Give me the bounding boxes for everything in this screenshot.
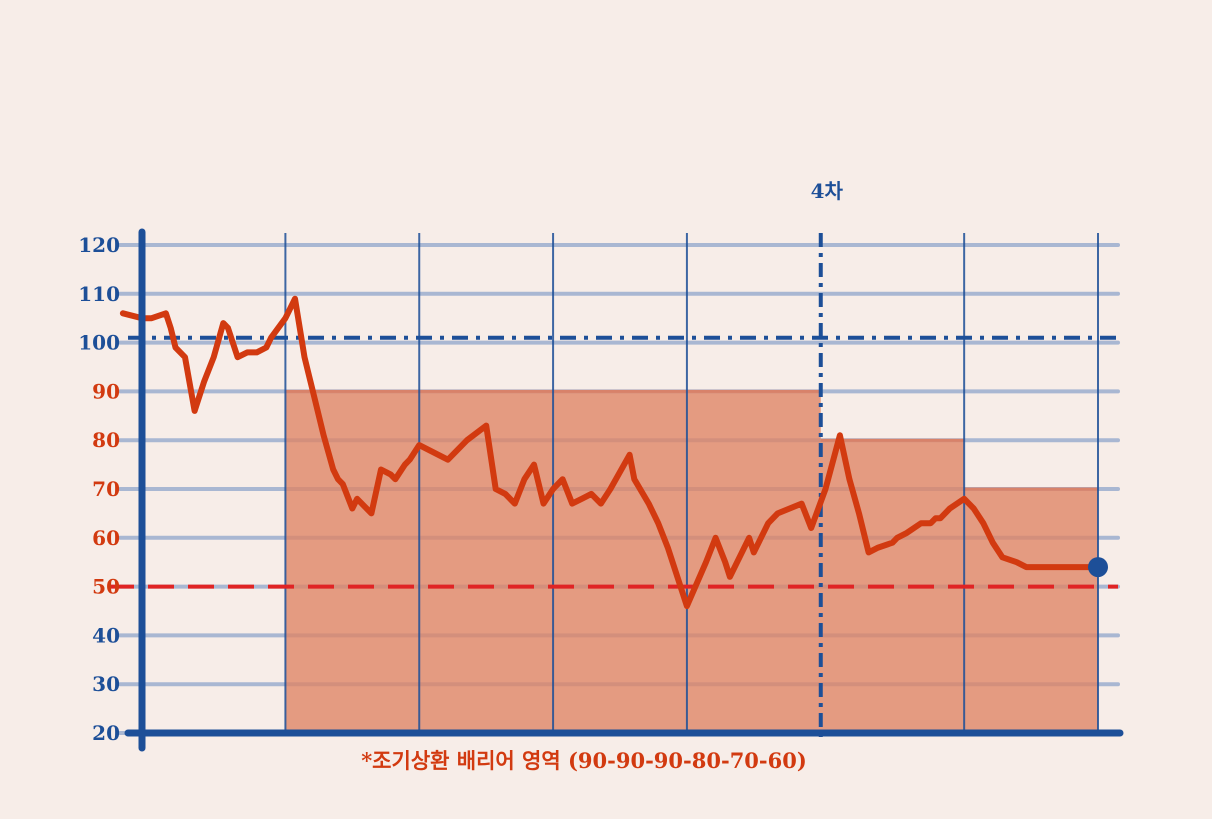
y-tick-label-30: 30	[92, 672, 120, 696]
y-tick-label-70: 70	[92, 477, 120, 501]
vertical-gridlines	[284, 233, 1099, 743]
y-tick-label-120: 120	[78, 233, 120, 257]
y-tick-label-60: 60	[92, 526, 120, 550]
end-point-marker	[1088, 557, 1108, 578]
barrier-caption: *조기상환 배리어 영역 (90-90-90-80-70-60)	[361, 748, 807, 773]
series-line-0	[119, 295, 1101, 610]
price-series	[119, 295, 1108, 610]
y-tick-label-40: 40	[92, 623, 120, 647]
y-tick-label-90: 90	[92, 379, 120, 403]
barrier-zone-area	[285, 391, 1098, 733]
y-tick-label-100: 100	[78, 331, 120, 355]
y-tick-label-50: 50	[92, 575, 120, 599]
axes	[124, 228, 1124, 752]
barrier-zones	[285, 389, 1098, 733]
y-tick-label-80: 80	[92, 428, 120, 452]
reference-lines	[108, 335, 1118, 589]
observation-label: 4차	[811, 179, 844, 203]
y-tick-label-20: 20	[92, 721, 120, 745]
y-tick-labels: 20 30 40 50 60 70 80 90 100 110 120	[78, 233, 120, 745]
y-tick-label-110: 110	[78, 282, 120, 306]
